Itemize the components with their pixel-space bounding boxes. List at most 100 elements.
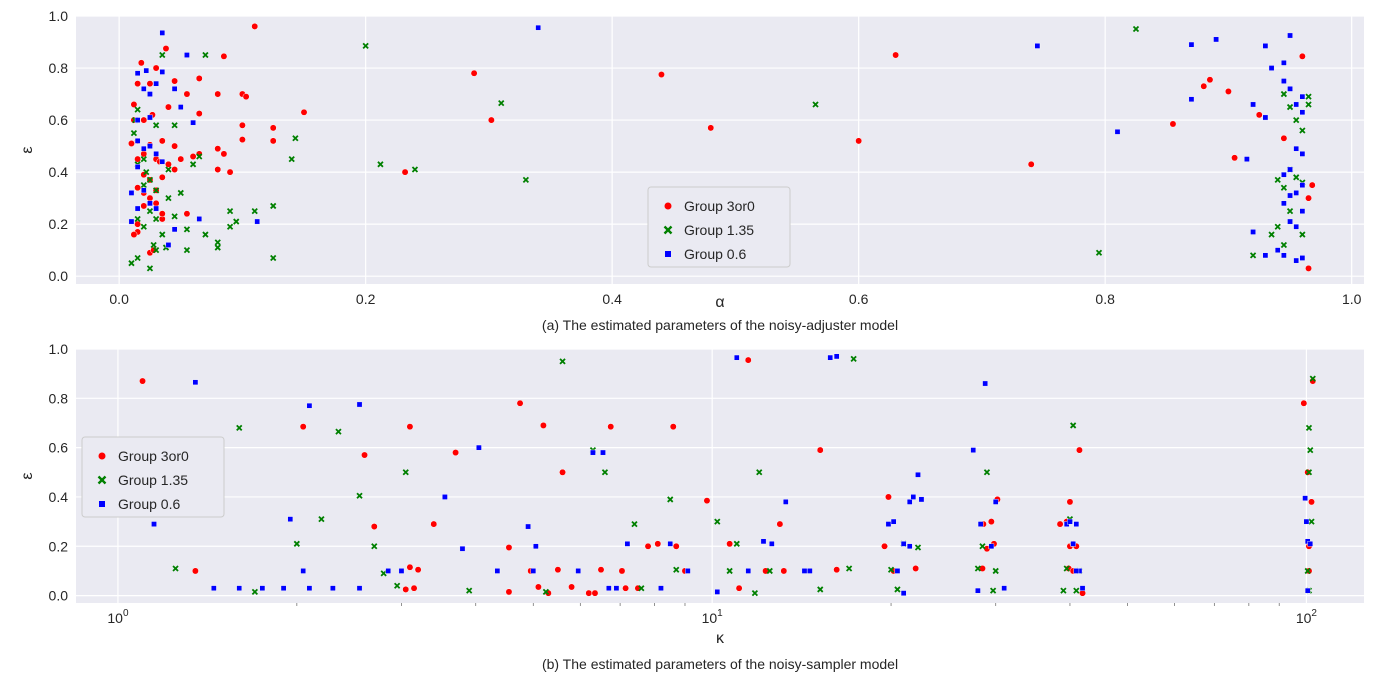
data-point-135 — [226, 208, 234, 215]
data-point-135 — [292, 135, 299, 142]
data-point-06 — [459, 545, 466, 552]
data-point-135 — [850, 355, 857, 363]
data-point-3or0 — [726, 540, 734, 548]
data-point-06 — [1188, 41, 1195, 48]
data-point-135 — [601, 469, 609, 476]
data-point-3or0 — [1300, 399, 1308, 407]
legend-a-marker-06 — [665, 251, 671, 257]
data-point-06 — [885, 521, 892, 527]
data-point-135 — [817, 586, 824, 593]
data-point-06 — [184, 52, 190, 58]
data-point-3or0 — [195, 110, 203, 118]
data-point-3or0 — [554, 566, 562, 574]
data-point-06 — [1304, 587, 1311, 594]
data-point-3or0 — [607, 423, 615, 431]
data-point-06 — [1299, 255, 1306, 261]
data-point-06 — [287, 516, 294, 522]
data-point-06 — [807, 568, 813, 574]
data-point-06 — [1244, 156, 1250, 162]
data-point-135 — [1309, 375, 1316, 382]
data-point-3or0 — [1066, 498, 1074, 506]
data-point-06 — [1293, 190, 1300, 196]
data-point-3or0 — [128, 140, 135, 147]
plot-b-gridlines — [76, 348, 1364, 603]
data-point-06 — [159, 69, 166, 75]
data-point-06 — [140, 145, 147, 152]
data-point-135 — [177, 189, 184, 197]
data-point-135 — [233, 218, 240, 225]
data-point-3or0 — [238, 136, 246, 144]
data-point-06 — [190, 119, 196, 126]
data-point-3or0 — [414, 566, 422, 574]
data-point-06 — [1073, 568, 1080, 574]
data-point-135 — [1268, 231, 1275, 238]
data-point-3or0 — [591, 589, 599, 597]
data-point-3or0 — [833, 566, 841, 574]
data-point-135 — [894, 586, 901, 593]
data-point-135 — [411, 166, 419, 173]
x-tick-label: 1.0 — [1342, 291, 1362, 307]
data-point-06 — [476, 444, 482, 451]
data-point-135 — [466, 587, 473, 594]
data-point-135 — [143, 168, 150, 176]
y-tick-label: 0.8 — [49, 60, 69, 76]
data-point-06 — [134, 205, 141, 212]
caption-a: (a) The estimated parameters of the nois… — [542, 317, 898, 333]
data-point-06 — [667, 541, 674, 547]
data-point-135 — [152, 247, 160, 254]
data-point-06 — [992, 499, 999, 505]
data-point-3or0 — [171, 166, 179, 173]
data-point-3or0 — [487, 116, 495, 124]
data-point-135 — [1280, 241, 1288, 249]
data-point-135 — [1073, 587, 1080, 594]
legend-a-label-06: Group 0.6 — [684, 246, 746, 262]
data-point-3or0 — [892, 51, 900, 59]
data-point-3or0 — [855, 137, 863, 145]
data-point-06 — [171, 226, 178, 233]
data-point-06 — [900, 541, 907, 547]
data-point-135 — [1095, 249, 1103, 256]
data-point-3or0 — [622, 584, 630, 592]
data-point-06 — [153, 151, 159, 157]
data-point-06 — [128, 218, 135, 225]
legend-b: Group 3or0 Group 1.35 Group 0.6 — [81, 436, 225, 518]
data-point-06 — [970, 447, 977, 453]
data-point-06 — [1287, 192, 1293, 199]
data-point-3or0 — [644, 542, 652, 550]
data-point-3or0 — [658, 71, 665, 78]
data-point-135 — [1280, 184, 1288, 191]
data-point-135 — [152, 215, 160, 223]
data-point-3or0 — [1305, 194, 1312, 202]
data-point-135 — [140, 155, 147, 163]
data-point-06 — [1079, 585, 1086, 592]
legend-a-label-135: Group 1.35 — [684, 222, 754, 238]
data-point-06 — [1213, 36, 1219, 43]
data-point-3or0 — [703, 497, 711, 505]
data-point-3or0 — [452, 449, 460, 457]
data-point-135 — [845, 565, 853, 572]
data-point-06 — [782, 499, 789, 505]
data-point-3or0 — [191, 567, 199, 575]
data-point-06 — [128, 190, 135, 196]
data-point-06 — [975, 587, 981, 594]
data-point-135 — [251, 208, 258, 215]
data-point-3or0 — [406, 563, 414, 571]
data-point-3or0 — [505, 544, 513, 551]
data-point-06 — [151, 521, 157, 527]
data-point-3or0 — [177, 155, 185, 163]
data-point-135 — [377, 161, 384, 168]
data-point-3or0 — [164, 103, 172, 111]
data-point-06 — [906, 499, 913, 505]
data-point-135 — [356, 492, 363, 499]
data-point-06 — [1274, 247, 1281, 253]
data-point-06 — [1073, 521, 1080, 527]
data-point-06 — [1281, 200, 1287, 207]
legend-a-marker-135 — [663, 225, 673, 235]
data-point-135 — [202, 231, 209, 238]
x-tick-label: 101 — [702, 608, 724, 626]
data-point-135 — [1307, 446, 1314, 454]
data-point-135 — [130, 129, 138, 137]
data-point-135 — [159, 231, 166, 238]
data-point-06 — [1303, 518, 1310, 525]
data-point-3or0 — [534, 583, 542, 591]
